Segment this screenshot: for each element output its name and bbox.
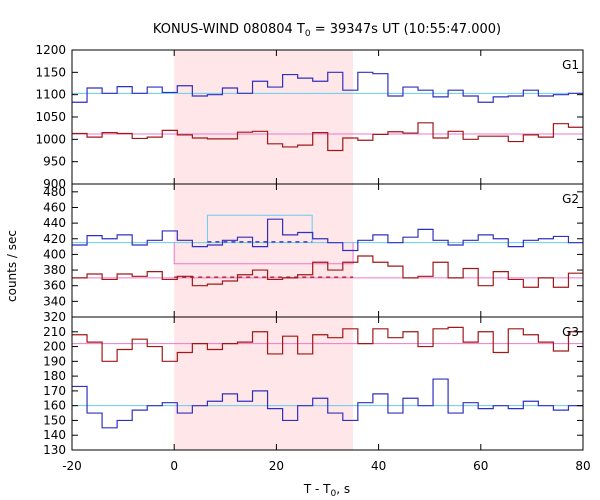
y-tick-label: 460 xyxy=(43,200,66,214)
series-step-line xyxy=(72,326,583,362)
y-tick-label: 150 xyxy=(43,413,66,427)
y-tick-label: 200 xyxy=(43,340,66,354)
y-tick-label: 1100 xyxy=(35,88,66,102)
panel-label: G1 xyxy=(562,58,579,72)
y-tick-label: 170 xyxy=(43,384,66,398)
y-tick-label: 340 xyxy=(43,294,66,308)
panel-frame xyxy=(71,316,584,451)
y-tick-label: 140 xyxy=(43,428,66,442)
x-axis-label: T - T0, s xyxy=(303,482,350,499)
series-step-line xyxy=(72,378,583,429)
series-step-line xyxy=(72,122,583,152)
x-tick-label: 80 xyxy=(575,459,590,473)
panel-G3 xyxy=(72,326,583,429)
panel-label: G2 xyxy=(562,192,579,206)
y-tick-label: 1000 xyxy=(35,132,66,146)
chart-title: KONUS-WIND 080804 T0 = 39347s UT (10:55:… xyxy=(153,22,501,39)
y-tick-label: 190 xyxy=(43,354,66,368)
y-tick-label: 360 xyxy=(43,279,66,293)
y-tick-label: 1050 xyxy=(35,110,66,124)
y-tick-label: 900 xyxy=(43,177,66,191)
panel-G2 xyxy=(72,214,583,288)
burst-level xyxy=(206,214,313,243)
series-step-line xyxy=(72,255,583,288)
y-tick-label: 950 xyxy=(43,155,66,169)
y-axis-label: counts / sec xyxy=(5,230,19,302)
y-tick-label: 480 xyxy=(43,185,66,199)
x-tick-label: 60 xyxy=(473,459,488,473)
x-tick-label: 20 xyxy=(269,459,284,473)
panel-label: G3 xyxy=(562,325,579,339)
y-tick-label: 1150 xyxy=(35,65,66,79)
y-tick-label: 160 xyxy=(43,399,66,413)
y-tick-label: 400 xyxy=(43,247,66,261)
y-tick-label: 440 xyxy=(43,216,66,230)
x-tick-label: 40 xyxy=(371,459,386,473)
y-tick-label: 1200 xyxy=(35,43,66,57)
series-step-line xyxy=(72,71,583,103)
y-tick-label: 180 xyxy=(43,369,66,383)
x-tick-label: -20 xyxy=(62,459,82,473)
x-tick-label: 0 xyxy=(170,459,178,473)
y-tick-label: 320 xyxy=(43,310,66,324)
panel-G1 xyxy=(72,71,583,152)
y-tick-label: 420 xyxy=(43,232,66,246)
series-step-line xyxy=(72,218,583,252)
y-tick-label: 380 xyxy=(43,263,66,277)
y-tick-label: 210 xyxy=(43,325,66,339)
y-tick-label: 130 xyxy=(43,443,66,457)
highlight-interval xyxy=(174,50,354,450)
burst-level xyxy=(173,242,354,265)
